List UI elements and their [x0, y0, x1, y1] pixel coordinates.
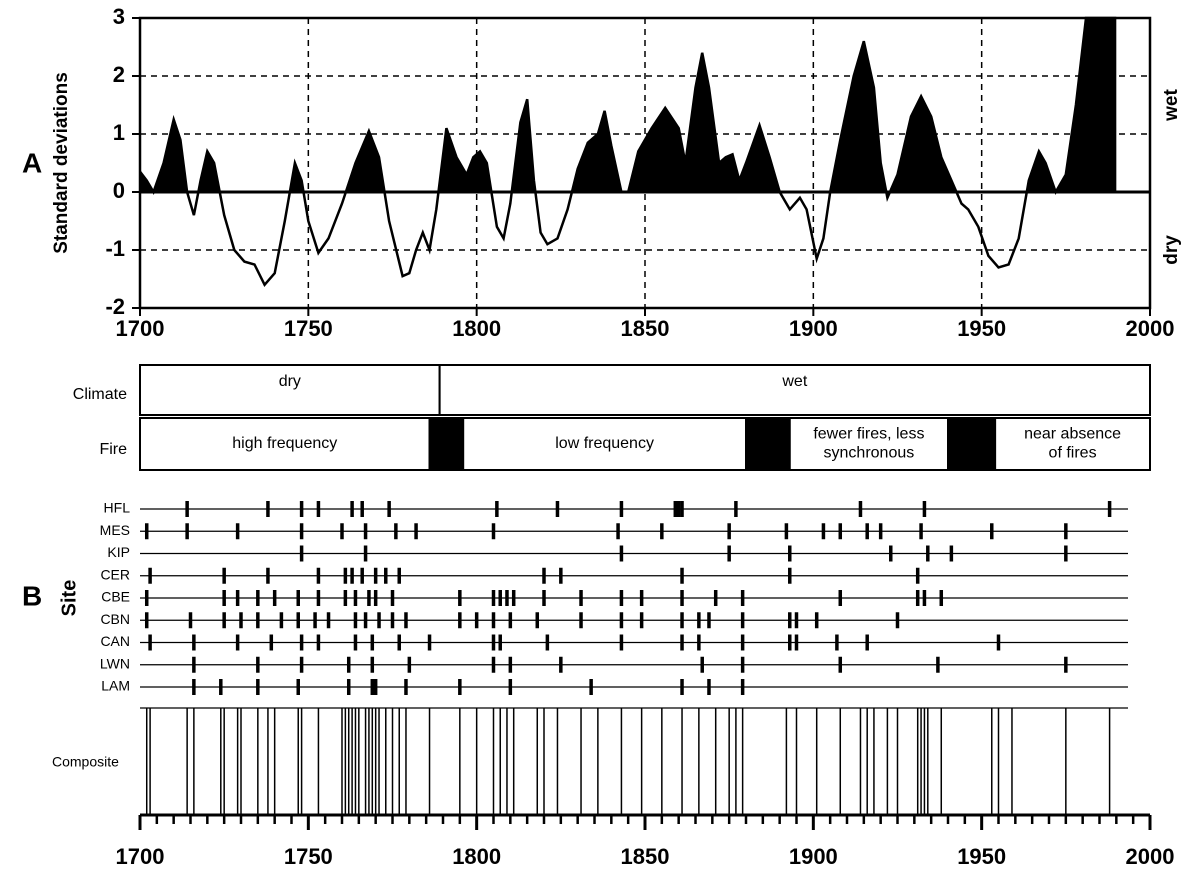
- x-tick-label: 1700: [116, 316, 165, 341]
- y-tick-label: 2: [113, 62, 125, 87]
- period-box: [139, 417, 431, 471]
- y-axis-label: Standard deviations: [51, 72, 72, 254]
- y-tick-label: 1: [113, 120, 125, 145]
- row-label: Fire: [99, 441, 127, 458]
- x-tick-label: 1800: [452, 316, 501, 341]
- transition-block: [947, 417, 997, 471]
- x-tick-label: 1850: [621, 316, 670, 341]
- period-label: fewer fires, less: [813, 426, 924, 443]
- x-tick-label: 1700: [116, 844, 165, 869]
- x-tick-label: 1950: [957, 844, 1006, 869]
- x-tick-label: 1950: [957, 316, 1006, 341]
- x-tick-label: 1800: [452, 844, 501, 869]
- site-label: CBE: [101, 589, 130, 605]
- wet-label: wet: [1161, 88, 1182, 121]
- x-tick-label: 1750: [284, 316, 333, 341]
- period-label: synchronous: [824, 445, 915, 462]
- y-tick-label: -1: [105, 236, 125, 261]
- period-label: wet: [781, 373, 807, 390]
- y-tick-label: 3: [113, 4, 125, 29]
- period-label: near absence: [1024, 426, 1121, 443]
- dry-label: dry: [1161, 235, 1182, 265]
- y-tick-label: 0: [113, 178, 125, 203]
- x-tick-label: 2000: [1126, 844, 1175, 869]
- site-label: MES: [100, 522, 130, 538]
- period-box: [438, 364, 1151, 416]
- site-label: KIP: [107, 544, 130, 560]
- positive-area: [140, 18, 1117, 193]
- plot-frame: [138, 16, 1152, 310]
- period-box: [139, 364, 441, 416]
- site-label: HFL: [104, 500, 131, 516]
- panel-letter: A: [22, 147, 42, 178]
- period-label: low frequency: [555, 435, 654, 452]
- y-tick-label: -2: [105, 294, 125, 319]
- x-tick-label: 1900: [789, 316, 838, 341]
- site-label: CER: [100, 566, 130, 582]
- period-label: high frequency: [232, 435, 337, 452]
- period-label: dry: [279, 373, 301, 390]
- x-tick-label: 1900: [789, 844, 838, 869]
- site-label: CAN: [100, 633, 130, 649]
- x-tick-label: 1850: [621, 844, 670, 869]
- y-axis-label: Site: [58, 580, 80, 617]
- site-label: LAM: [101, 678, 130, 694]
- row-label: Climate: [73, 386, 127, 403]
- x-tick-label: 2000: [1126, 316, 1175, 341]
- period-box: [994, 417, 1152, 471]
- transition-block: [428, 417, 465, 471]
- site-label: CBN: [100, 611, 130, 627]
- panel-letter: B: [22, 580, 42, 611]
- transition-block: [745, 417, 791, 471]
- series-line: [139, 16, 1117, 288]
- period-box: [788, 417, 949, 471]
- site-label: LWN: [100, 655, 130, 671]
- period-label: of fires: [1049, 445, 1097, 462]
- x-tick-label: 1750: [284, 844, 333, 869]
- composite-label: Composite: [52, 754, 119, 770]
